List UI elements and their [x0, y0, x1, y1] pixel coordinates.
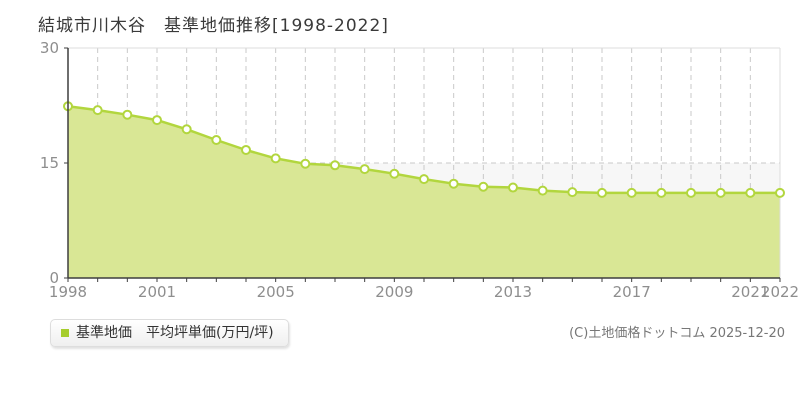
x-tick-label-2013: 2013: [494, 283, 532, 301]
data-point-2004: [241, 144, 251, 155]
x-tick-label-2005: 2005: [257, 283, 295, 301]
y-tick-label-15: 15: [40, 154, 59, 172]
data-point-2008: [359, 164, 370, 175]
x-tick-label-2009: 2009: [375, 283, 413, 301]
legend-label: 基準地価 平均坪単価(万円/坪): [76, 325, 274, 341]
data-point-2002: [181, 124, 192, 135]
data-point-2020: [715, 187, 726, 198]
data-point-2005: [270, 153, 281, 164]
data-point-2010: [419, 174, 429, 185]
data-point-2018: [656, 187, 667, 198]
chart-title: 結城市川木谷 基準地価推移[1998-2022]: [38, 16, 389, 36]
data-point-2017: [626, 187, 637, 198]
data-point-2015: [567, 187, 578, 198]
x-tick-label-2017: 2017: [613, 283, 651, 301]
x-tick-label-2022: 2022: [761, 283, 799, 301]
data-point-2021: [745, 187, 756, 198]
y-tick-label-30: 30: [40, 39, 59, 57]
data-point-2006: [300, 158, 311, 169]
data-point-2000: [122, 109, 133, 120]
data-point-2009: [389, 168, 400, 179]
data-point-2007: [330, 160, 340, 171]
data-point-2022: [775, 187, 785, 198]
area-fill: [68, 106, 780, 278]
data-point-2016: [597, 187, 607, 198]
data-point-2012: [478, 181, 489, 192]
data-point-2013: [508, 182, 518, 193]
legend-box: 基準地価 平均坪単価(万円/坪): [50, 319, 289, 347]
legend-swatch-icon: [61, 329, 69, 337]
copyright-text: (C)土地価格ドットコム 2025-12-20: [569, 326, 785, 341]
x-tick-label-2021: 2021: [731, 283, 769, 301]
data-point-2014: [537, 185, 548, 196]
data-point-1999: [92, 105, 103, 116]
x-tick-label-1998: 1998: [49, 283, 87, 301]
data-point-2011: [448, 178, 459, 189]
data-point-2019: [686, 187, 696, 198]
data-point-2001: [152, 115, 162, 126]
data-point-2003: [211, 135, 222, 145]
x-tick-label-2001: 2001: [138, 283, 176, 301]
y-tick-label-0: 0: [49, 269, 59, 287]
